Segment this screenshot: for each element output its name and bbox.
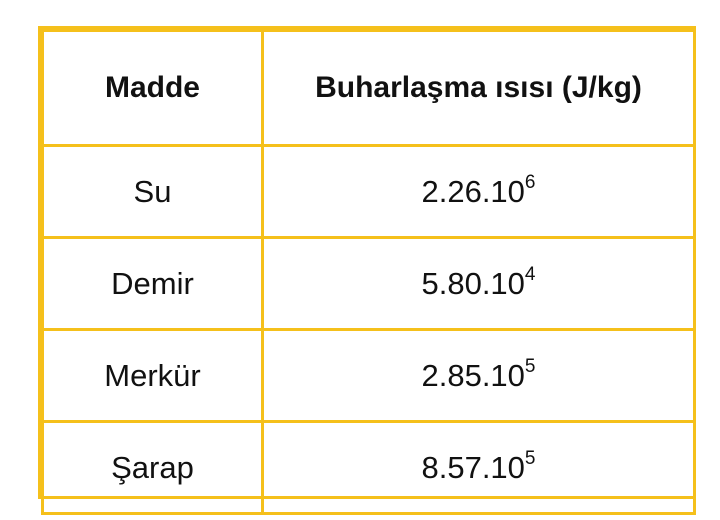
value-cell: 5.80.104 — [261, 236, 696, 331]
table-row: Merkür 2.85.105 — [41, 328, 696, 423]
value-base: 2.26.10 — [421, 173, 525, 209]
column-header-heat-of-vaporization: Buharlaşma ısısı (J/kg) — [261, 29, 696, 147]
value-exponent: 5 — [524, 356, 536, 378]
header-row: Madde Buharlaşma ısısı (J/kg) — [41, 29, 696, 147]
value-cell: 8.57.105 — [261, 420, 696, 515]
substance-cell: Su — [41, 144, 264, 239]
table-row: Şarap 8.57.105 — [41, 420, 696, 515]
value-exponent: 5 — [524, 448, 536, 470]
table-row: Su 2.26.106 — [41, 144, 696, 239]
substance-cell: Şarap — [41, 420, 264, 515]
data-table: Madde Buharlaşma ısısı (J/kg) Su 2.26.10… — [41, 29, 696, 515]
vaporization-heat-table: Madde Buharlaşma ısısı (J/kg) Su 2.26.10… — [38, 26, 696, 515]
value-base: 5.80.10 — [421, 265, 525, 301]
table-row: Demir 5.80.104 — [41, 236, 696, 331]
value-base: 2.85.10 — [421, 357, 525, 393]
value-cell: 2.26.106 — [261, 144, 696, 239]
substance-cell: Merkür — [41, 328, 264, 423]
value-base: 8.57.10 — [421, 449, 525, 485]
column-header-substance: Madde — [41, 29, 264, 147]
value-cell: 2.85.105 — [261, 328, 696, 423]
substance-cell: Demir — [41, 236, 264, 331]
value-exponent: 4 — [524, 264, 536, 286]
value-exponent: 6 — [524, 172, 536, 194]
